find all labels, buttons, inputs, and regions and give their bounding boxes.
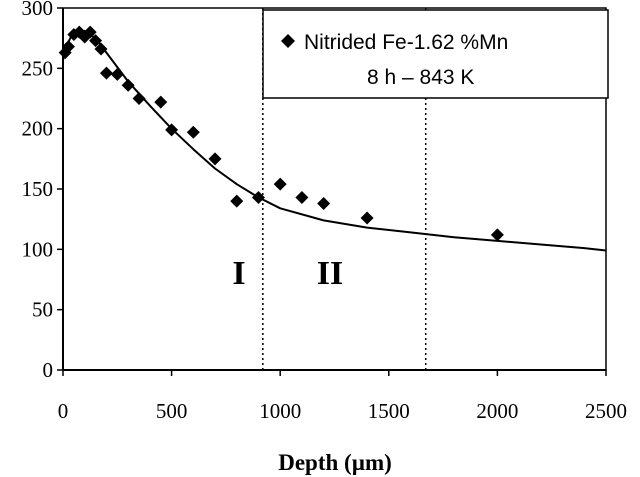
- legend-label: Nitrided Fe-1.62 %Mn: [304, 31, 508, 54]
- x-tick-label: 0: [58, 399, 69, 423]
- data-point: [61, 40, 75, 54]
- region-label-i: I: [232, 255, 245, 292]
- data-point: [83, 25, 97, 39]
- data-point: [490, 228, 504, 242]
- y-tick-label: 0: [43, 358, 54, 382]
- data-point: [154, 95, 168, 109]
- x-axis-title: Depth (µm): [278, 450, 392, 475]
- legend: Nitrided Fe-1.62 %Mn 8 h – 843 K: [262, 9, 609, 99]
- x-tick-label: 1000: [259, 399, 301, 423]
- data-point: [273, 177, 287, 191]
- x-tick-label: 2000: [476, 399, 518, 423]
- data-point: [132, 92, 146, 105]
- region-label-ii: II: [317, 255, 343, 292]
- y-tick-label: 200: [22, 117, 54, 141]
- data-point: [208, 152, 222, 166]
- data-point: [295, 190, 309, 204]
- x-tick-label: 500: [156, 399, 188, 423]
- data-point: [121, 78, 135, 92]
- y-tick-labels: 0 50 100 150 200 250 300: [22, 0, 54, 382]
- x-tick-label: 2500: [585, 399, 627, 423]
- data-point: [186, 125, 200, 139]
- data-point: [360, 211, 374, 225]
- x-tick-label: 1500: [368, 399, 410, 423]
- data-points-layer: [58, 25, 504, 242]
- data-point: [317, 196, 331, 210]
- data-point: [89, 34, 103, 48]
- data-point: [94, 42, 108, 56]
- legend-marker: [281, 34, 295, 48]
- y-tick-label: 50: [32, 298, 53, 322]
- data-point: [165, 123, 179, 137]
- legend-conditions: 8 h – 843 K: [367, 66, 474, 89]
- y-tick-label: 300: [22, 0, 54, 20]
- y-tick-label: 250: [22, 56, 54, 80]
- x-tick-labels: 0 500 1000 1500 2000 2500: [58, 399, 627, 423]
- legend-box: [262, 9, 609, 99]
- data-point: [99, 66, 113, 80]
- data-point: [251, 190, 265, 204]
- data-point: [110, 67, 124, 81]
- axes: [57, 7, 607, 376]
- y-tick-label: 150: [22, 177, 54, 201]
- y-tick-label: 100: [22, 237, 54, 261]
- data-point: [230, 194, 244, 208]
